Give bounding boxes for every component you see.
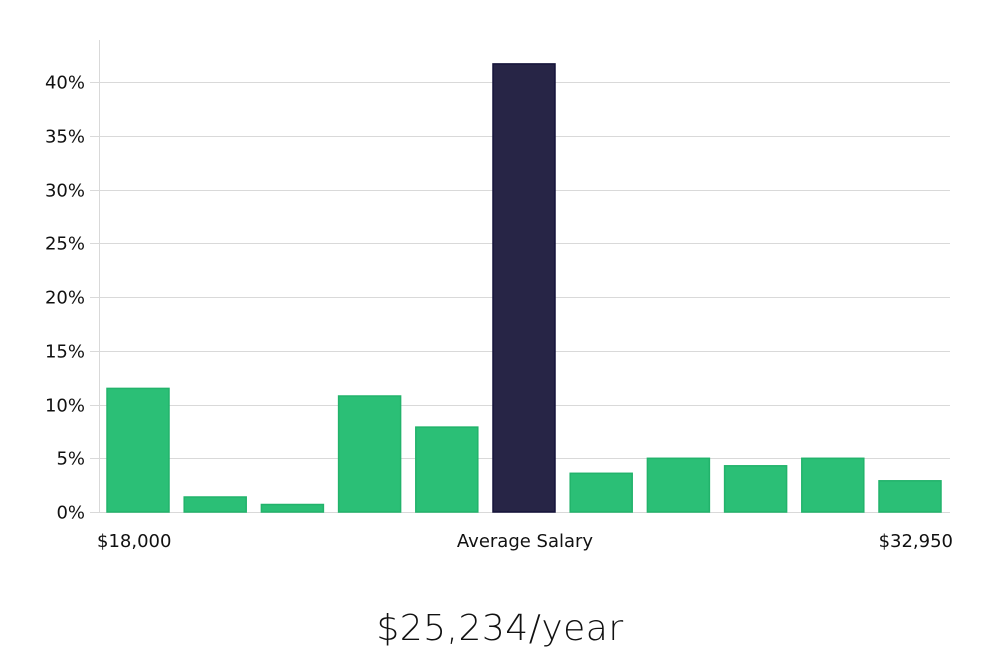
bars [106, 63, 942, 513]
x-label-min: $18,000 [97, 531, 171, 552]
y-tick-label-25: 25% [45, 234, 85, 255]
bar-7 [569, 472, 633, 513]
bar-1 [106, 387, 170, 513]
y-tick-label-20: 20% [45, 288, 85, 309]
y-tick-label-40: 40% [45, 73, 85, 94]
bar-3 [260, 503, 325, 513]
bar-5 [415, 426, 479, 513]
bar-2 [183, 496, 247, 513]
y-tick-label-5: 5% [56, 449, 85, 470]
salary-distribution-chart: 0% 5% 10% 15% 20% 25% 30% 35% 40% $18,000 Averag… [45, 40, 953, 552]
y-tick-label-10: 10% [45, 396, 85, 417]
y-tick-label-30: 30% [45, 181, 85, 202]
bar-10 [801, 457, 865, 513]
average-salary-caption: $25,234/year [376, 608, 624, 649]
y-tick-label-15: 15% [45, 342, 85, 363]
y-tick-label-35: 35% [45, 127, 85, 148]
bar-8 [646, 457, 711, 513]
bar-11 [878, 480, 942, 513]
bar-9 [723, 465, 788, 513]
y-axis-ticks: 0% 5% 10% 15% 20% 25% 30% 35% 40% [45, 73, 85, 524]
bar-4 [337, 395, 402, 513]
bar-average-salary [492, 63, 556, 513]
y-tick-label-0: 0% [56, 503, 85, 524]
x-label-average: Average Salary [457, 531, 594, 552]
x-label-max: $32,950 [879, 531, 953, 552]
